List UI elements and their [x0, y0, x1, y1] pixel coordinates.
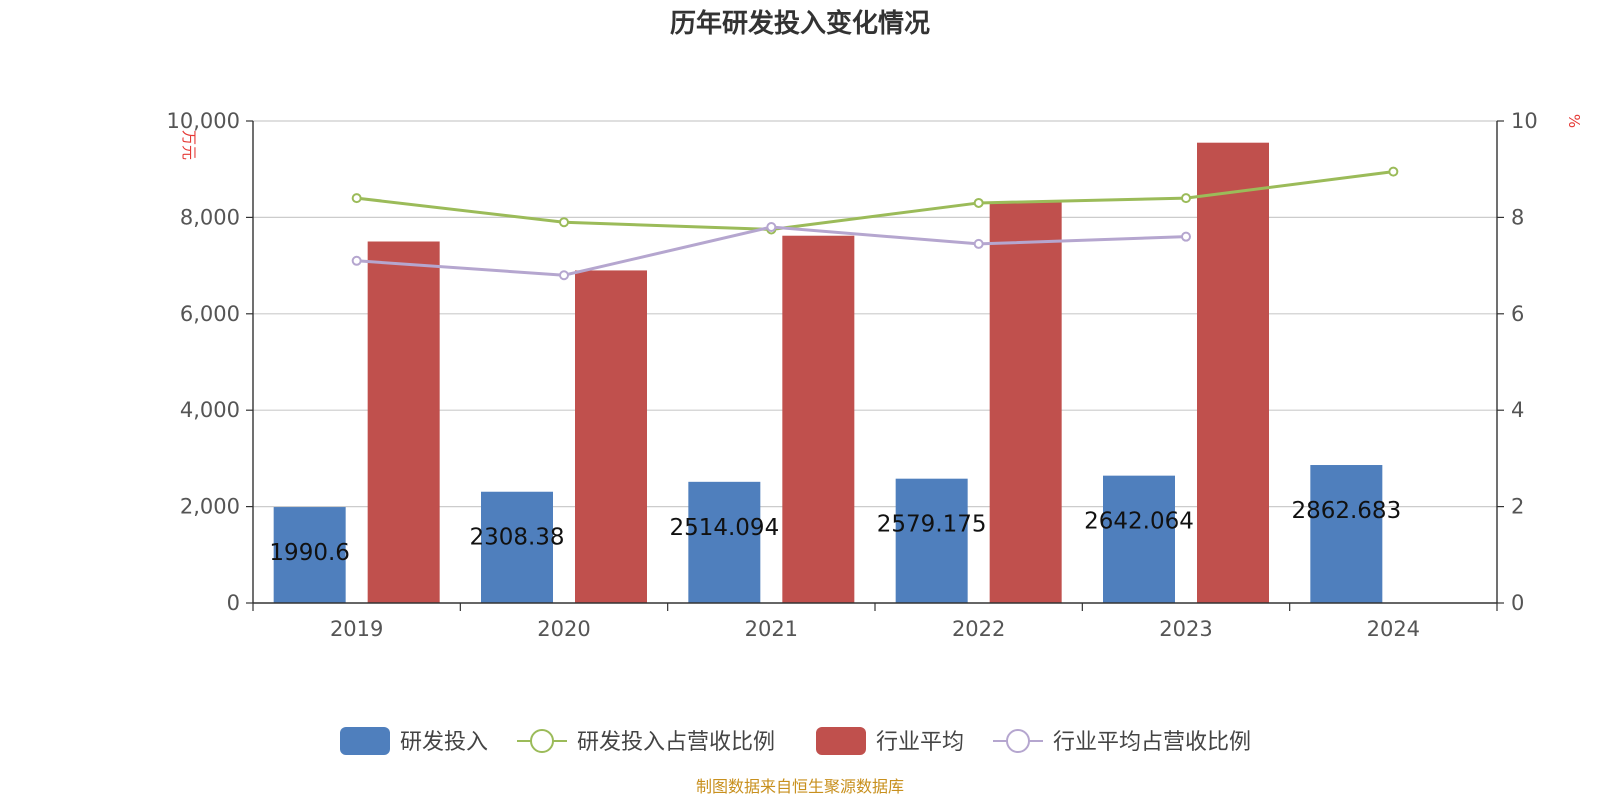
gridlines — [253, 120, 1497, 508]
bar — [481, 491, 553, 603]
bar — [575, 270, 647, 603]
bar — [989, 201, 1062, 603]
legend-label: 研发投入 — [400, 730, 488, 755]
right-axis-tick-label: 4 — [1511, 398, 1524, 422]
line-point — [559, 217, 569, 228]
bar-value-label: 2514.094 — [669, 515, 779, 541]
bar — [688, 481, 761, 603]
x-axis-tick-label: 2022 — [952, 617, 1005, 641]
legend-label: 研发投入占营收比例 — [577, 730, 775, 755]
line-point — [1388, 166, 1399, 177]
line-point — [351, 193, 362, 204]
bar-value-label: 2579.175 — [877, 512, 987, 538]
right-axis-tick-label: 10 — [1511, 109, 1538, 133]
bar — [1310, 465, 1383, 603]
left-axis-tick-label: 4,000 — [180, 398, 240, 422]
bars — [273, 142, 1383, 603]
bar — [273, 507, 346, 603]
x-axis-tick-label: 2024 — [1367, 617, 1420, 641]
x-axis-tick-label: 2023 — [1159, 617, 1212, 641]
line-point — [973, 238, 984, 249]
right-axis-unit: % — [1565, 114, 1583, 128]
series-line — [356, 170, 1394, 231]
line-point — [1181, 193, 1191, 204]
line-point — [351, 255, 362, 266]
lines — [351, 166, 1399, 281]
bar — [1197, 142, 1269, 603]
right-axis-tick-label: 8 — [1511, 205, 1524, 229]
source-note: 制图数据来自恒生聚源数据库 — [696, 777, 904, 796]
x-axis-tick-label: 2021 — [745, 617, 798, 641]
axes: 0 2,000 4,000 6,000 8,000 10,000 0 2 4 6 8 10 2019 20… — [167, 109, 1538, 641]
bar-value-label: 2308.38 — [469, 525, 564, 551]
bar — [367, 241, 440, 603]
left-axis-tick-label: 6,000 — [180, 302, 240, 326]
right-axis-tick-label: 2 — [1511, 495, 1524, 519]
line-point — [559, 270, 569, 281]
left-axis-tick-label: 0 — [227, 591, 240, 615]
bar-value-label: 1990.6 — [269, 540, 349, 566]
left-axis-tick-label: 8,000 — [180, 205, 240, 229]
legend-swatch — [816, 727, 866, 755]
bar-value-label: 2642.064 — [1084, 509, 1194, 535]
bar — [1103, 475, 1175, 603]
left-axis-tick-label: 2,000 — [180, 495, 240, 519]
left-axis-tick-label: 10,000 — [167, 109, 240, 133]
legend-label: 行业平均 — [876, 730, 964, 755]
legend-marker — [1006, 729, 1030, 753]
line-point — [1181, 231, 1191, 242]
legend: 研发投入 研发投入占营收比例 行业平均 行业平均占营收比例 — [340, 727, 1251, 755]
line-point — [766, 222, 777, 233]
right-axis-tick-label: 6 — [1511, 302, 1524, 326]
legend-swatch — [340, 727, 390, 755]
legend-label: 行业平均占营收比例 — [1053, 730, 1251, 755]
left-axis-unit: 万元 — [180, 130, 198, 160]
chart-title: 历年研发投入变化情况 — [670, 8, 930, 39]
data-labels: 1990.6 2308.38 2514.094 2579.175 2642.064 286… — [269, 498, 1401, 566]
x-axis-tick-label: 2020 — [537, 617, 590, 641]
bar — [782, 235, 855, 603]
line-point — [973, 197, 984, 208]
bar — [895, 478, 968, 603]
right-axis-tick-label: 0 — [1511, 591, 1524, 615]
legend-marker — [530, 729, 554, 753]
bar-value-label: 2862.683 — [1291, 498, 1401, 524]
x-axis-tick-label: 2019 — [330, 617, 383, 641]
